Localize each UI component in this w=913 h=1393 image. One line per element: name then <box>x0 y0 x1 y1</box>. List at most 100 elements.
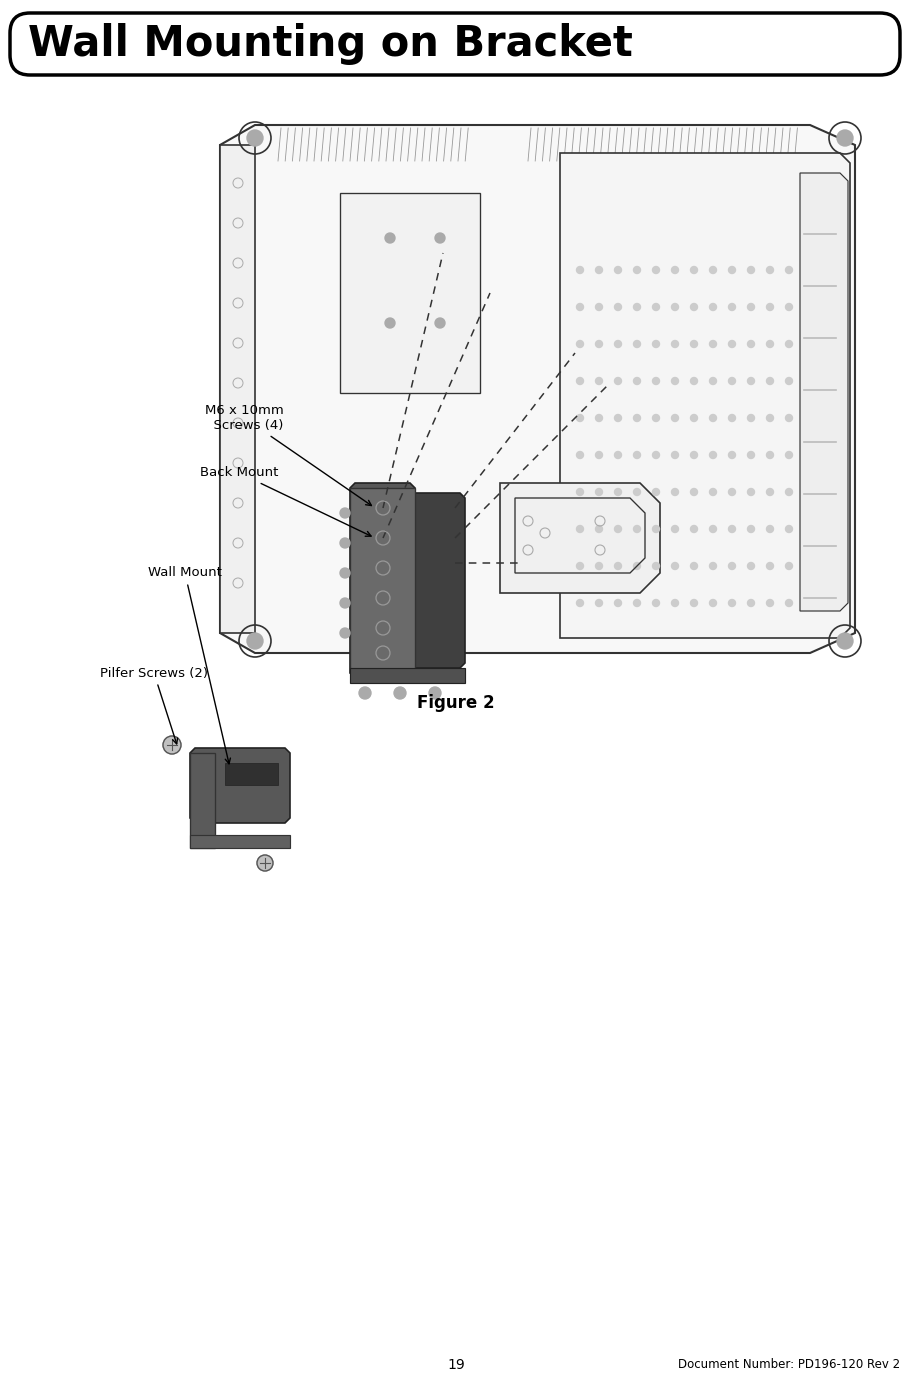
Circle shape <box>748 340 754 347</box>
Circle shape <box>709 415 717 422</box>
Circle shape <box>709 304 717 311</box>
Polygon shape <box>520 125 845 163</box>
Circle shape <box>340 598 350 607</box>
Circle shape <box>785 304 792 311</box>
Circle shape <box>748 563 754 570</box>
Circle shape <box>767 340 773 347</box>
Circle shape <box>653 378 659 384</box>
Circle shape <box>824 415 831 422</box>
Circle shape <box>614 525 622 532</box>
Circle shape <box>595 340 603 347</box>
Circle shape <box>634 340 641 347</box>
Circle shape <box>163 736 181 754</box>
Circle shape <box>340 628 350 638</box>
Text: 19: 19 <box>447 1358 465 1372</box>
Circle shape <box>785 489 792 496</box>
Circle shape <box>804 563 812 570</box>
Circle shape <box>671 304 678 311</box>
Circle shape <box>634 266 641 273</box>
Circle shape <box>785 599 792 606</box>
Polygon shape <box>220 125 855 653</box>
Circle shape <box>729 304 736 311</box>
Circle shape <box>748 599 754 606</box>
Circle shape <box>785 378 792 384</box>
Circle shape <box>671 563 678 570</box>
Circle shape <box>634 378 641 384</box>
Circle shape <box>671 266 678 273</box>
Circle shape <box>748 378 754 384</box>
Circle shape <box>671 489 678 496</box>
Circle shape <box>595 489 603 496</box>
Circle shape <box>653 304 659 311</box>
Circle shape <box>748 304 754 311</box>
Circle shape <box>709 266 717 273</box>
Circle shape <box>653 266 659 273</box>
Circle shape <box>634 599 641 606</box>
Polygon shape <box>225 763 278 786</box>
Text: Figure 2: Figure 2 <box>417 694 495 712</box>
Circle shape <box>729 415 736 422</box>
Circle shape <box>804 340 812 347</box>
Circle shape <box>385 233 395 242</box>
Circle shape <box>595 451 603 458</box>
Circle shape <box>690 563 698 570</box>
Circle shape <box>634 415 641 422</box>
Circle shape <box>767 599 773 606</box>
Circle shape <box>634 304 641 311</box>
Circle shape <box>435 233 445 242</box>
Circle shape <box>748 451 754 458</box>
Circle shape <box>690 525 698 532</box>
Circle shape <box>576 525 583 532</box>
Circle shape <box>435 318 445 327</box>
Polygon shape <box>560 153 850 638</box>
Circle shape <box>824 340 831 347</box>
Circle shape <box>785 415 792 422</box>
Text: Pilfer Screws (2): Pilfer Screws (2) <box>100 666 208 744</box>
Circle shape <box>785 525 792 532</box>
Circle shape <box>340 538 350 547</box>
Circle shape <box>748 525 754 532</box>
Circle shape <box>709 489 717 496</box>
Circle shape <box>653 489 659 496</box>
Polygon shape <box>340 194 480 393</box>
Circle shape <box>729 563 736 570</box>
Circle shape <box>729 451 736 458</box>
Circle shape <box>576 599 583 606</box>
Polygon shape <box>415 493 465 669</box>
Polygon shape <box>220 145 255 632</box>
Circle shape <box>576 266 583 273</box>
Circle shape <box>595 599 603 606</box>
Circle shape <box>595 563 603 570</box>
Circle shape <box>729 489 736 496</box>
Circle shape <box>576 489 583 496</box>
Circle shape <box>614 415 622 422</box>
Circle shape <box>614 340 622 347</box>
Circle shape <box>804 489 812 496</box>
Circle shape <box>729 340 736 347</box>
Circle shape <box>576 340 583 347</box>
Circle shape <box>785 266 792 273</box>
Circle shape <box>804 266 812 273</box>
Circle shape <box>634 525 641 532</box>
Circle shape <box>767 489 773 496</box>
Circle shape <box>824 378 831 384</box>
Circle shape <box>614 378 622 384</box>
Polygon shape <box>350 669 465 683</box>
Circle shape <box>767 415 773 422</box>
Polygon shape <box>800 173 848 612</box>
Circle shape <box>385 318 395 327</box>
Polygon shape <box>500 483 660 593</box>
Circle shape <box>729 599 736 606</box>
Circle shape <box>595 378 603 384</box>
Circle shape <box>653 599 659 606</box>
Circle shape <box>709 378 717 384</box>
Circle shape <box>653 563 659 570</box>
Circle shape <box>804 599 812 606</box>
Polygon shape <box>350 483 415 678</box>
Circle shape <box>824 489 831 496</box>
Circle shape <box>614 266 622 273</box>
Circle shape <box>709 563 717 570</box>
Polygon shape <box>270 125 480 163</box>
Circle shape <box>767 451 773 458</box>
Circle shape <box>837 130 853 146</box>
